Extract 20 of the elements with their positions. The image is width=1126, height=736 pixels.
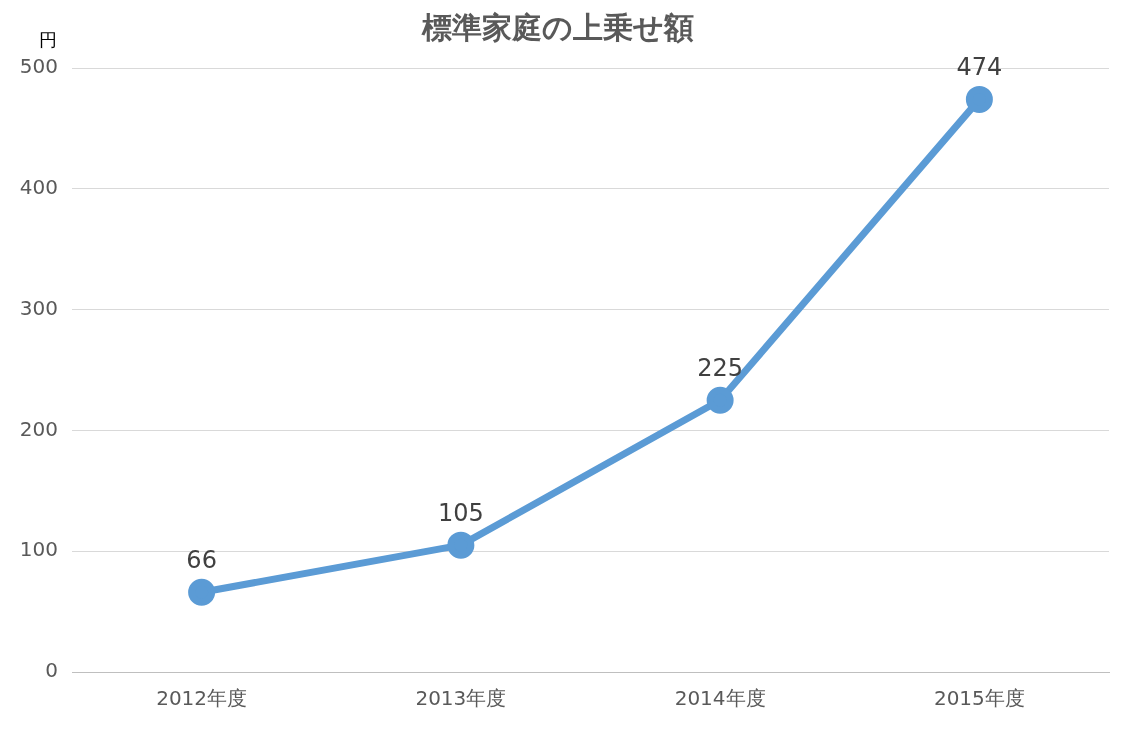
data-label: 474 bbox=[956, 53, 1003, 82]
x-tick-label: 2012年度 bbox=[156, 686, 248, 711]
point bbox=[188, 578, 216, 606]
y-tick-label: 400 bbox=[19, 175, 58, 199]
point bbox=[447, 531, 475, 559]
data-label: 225 bbox=[697, 354, 744, 383]
x-tick-label: 2013年度 bbox=[415, 686, 507, 711]
y-tick-label: 300 bbox=[19, 295, 58, 320]
y-tick-label: 200 bbox=[19, 416, 58, 441]
data-label: 66 bbox=[186, 546, 217, 575]
data-label: 105 bbox=[437, 499, 484, 528]
point bbox=[965, 85, 993, 113]
y-tick-label: 500 bbox=[19, 54, 58, 79]
y-tick-label: 0 bbox=[45, 658, 58, 683]
y-tick-label: 100 bbox=[19, 537, 58, 562]
point bbox=[706, 386, 734, 414]
y-axis-title: 円 bbox=[39, 29, 57, 50]
chart-title: 標準家庭の上乗せ額 bbox=[421, 9, 694, 45]
x-tick-label: 2014年度 bbox=[674, 686, 766, 711]
x-tick-label: 2015年度 bbox=[933, 686, 1025, 711]
